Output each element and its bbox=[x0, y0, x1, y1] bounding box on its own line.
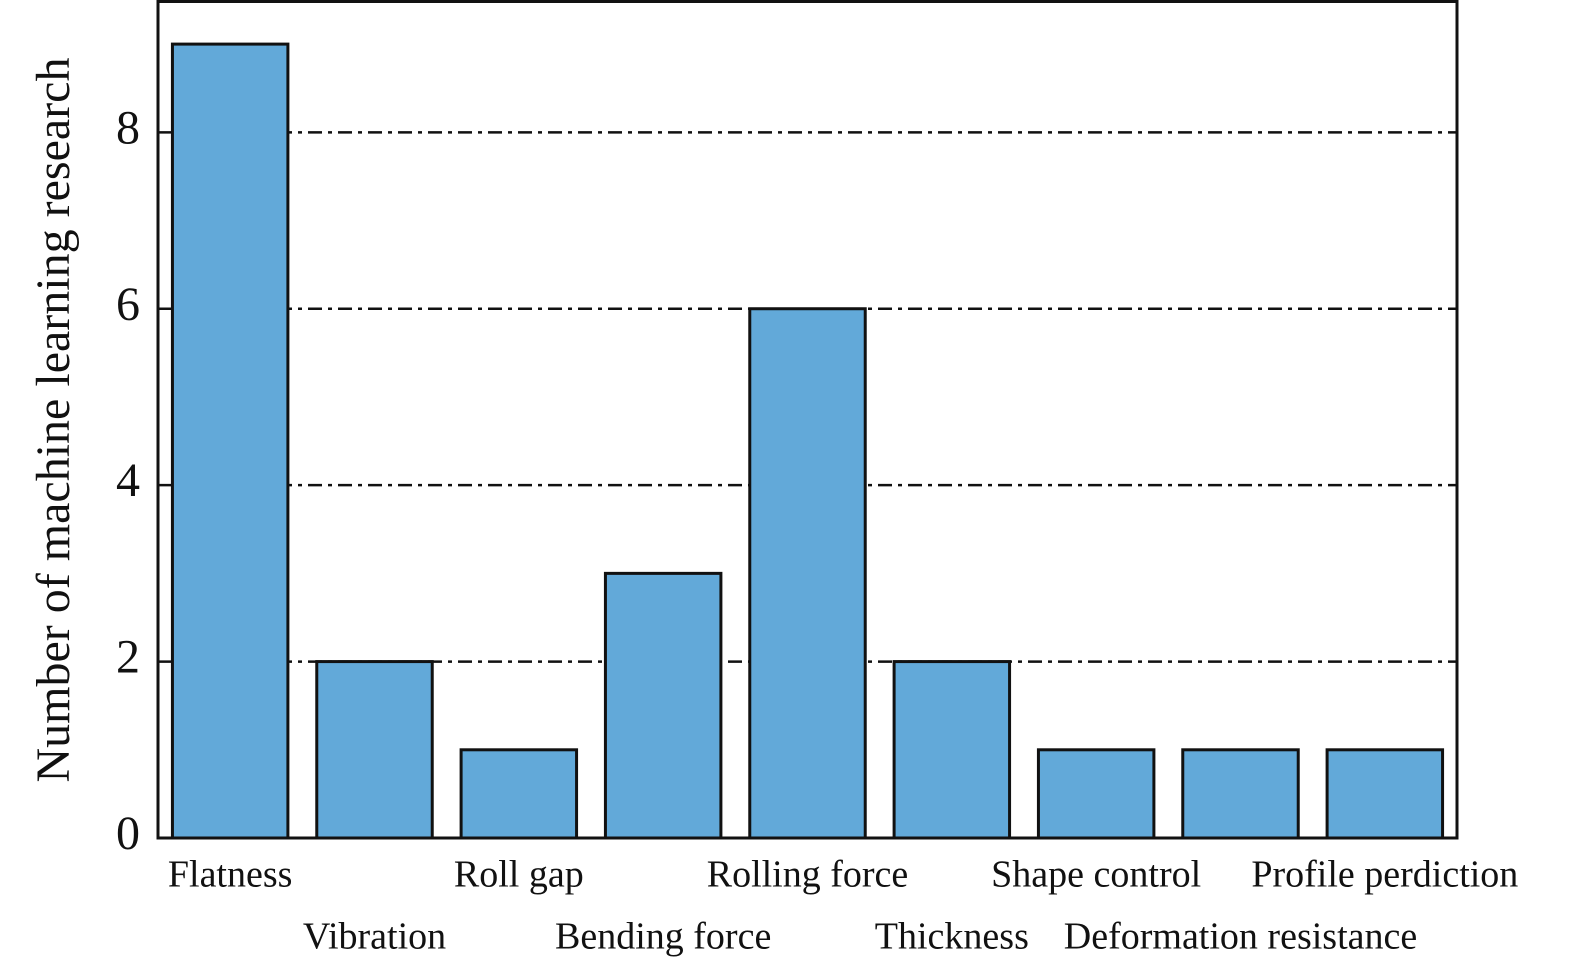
y-tick-label: 6 bbox=[116, 278, 140, 331]
bar bbox=[1181, 748, 1300, 840]
bar bbox=[1036, 748, 1156, 840]
x-tick-label: Deformation resistance bbox=[1064, 916, 1417, 958]
x-tick-label: Profile perdiction bbox=[1251, 854, 1518, 896]
bar bbox=[892, 660, 1012, 840]
plot-frame bbox=[156, 0, 1459, 840]
x-tick-label: Flatness bbox=[168, 854, 293, 896]
y-tick-label: 4 bbox=[116, 454, 140, 507]
bar bbox=[170, 42, 290, 840]
x-tick-label: Roll gap bbox=[454, 854, 584, 896]
y-tick-label: 2 bbox=[116, 631, 140, 684]
x-tick-label: Bending force bbox=[555, 916, 771, 958]
y-tick-label: 0 bbox=[116, 807, 140, 860]
x-tick-label: Rolling force bbox=[707, 854, 909, 896]
x-tick-label: Shape control bbox=[991, 854, 1201, 896]
bar bbox=[459, 748, 579, 840]
y-axis-label: Number of machine learning research bbox=[27, 58, 80, 783]
bar bbox=[315, 660, 434, 840]
bar bbox=[1325, 748, 1445, 840]
bar bbox=[748, 307, 867, 840]
y-tick-label: 8 bbox=[116, 101, 140, 154]
bar bbox=[603, 571, 723, 840]
x-tick-label: Vibration bbox=[303, 916, 446, 958]
x-tick-label: Thickness bbox=[875, 916, 1029, 958]
